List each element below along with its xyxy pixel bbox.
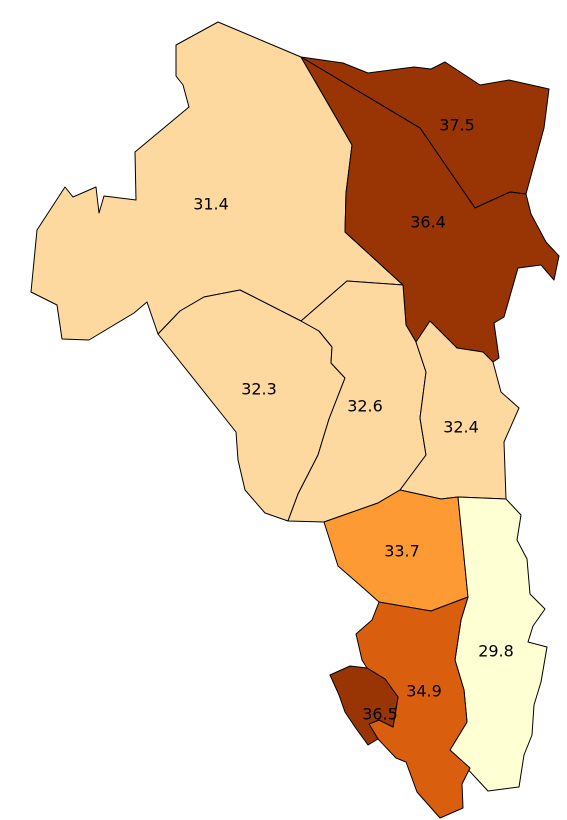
region-label: 36.4 (410, 213, 446, 232)
region-label: 29.8 (478, 642, 514, 661)
region-label: 32.6 (347, 397, 383, 416)
region-label: 31.4 (193, 195, 229, 214)
region-label: 37.5 (439, 116, 475, 135)
region-36-5 (329, 665, 399, 746)
region-label: 34.9 (406, 682, 442, 701)
region-label: 32.3 (241, 380, 277, 399)
region-label: 36.5 (362, 705, 398, 724)
region-label: 32.4 (443, 418, 479, 437)
region-32-4 (399, 320, 520, 500)
region-label: 33.7 (384, 542, 420, 561)
